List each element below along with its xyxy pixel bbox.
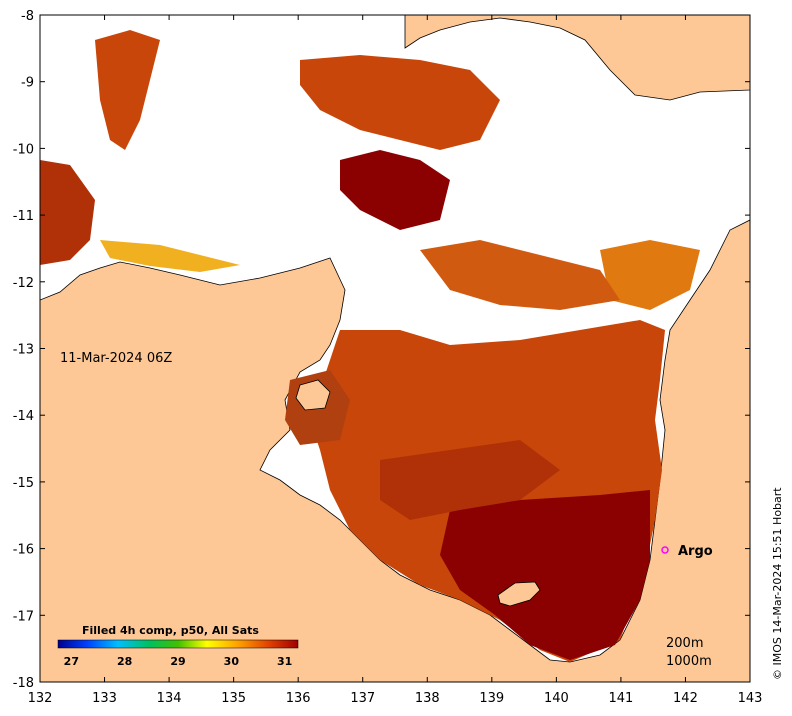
- lon-tick-label: 143: [738, 691, 763, 706]
- lon-tick-label: 138: [415, 691, 440, 706]
- colorbar-tick-label: 31: [277, 655, 292, 668]
- lat-tick-label: -12: [13, 276, 34, 291]
- argo-marker[interactable]: [661, 546, 669, 554]
- colorbar-scale: [57, 639, 299, 649]
- date-label: 11-Mar-2024 06Z: [60, 351, 172, 366]
- map-plot-area: [40, 15, 750, 682]
- lat-tick-label: -17: [13, 609, 34, 624]
- lon-tick-label: 136: [286, 691, 311, 706]
- lon-tick-label: 142: [673, 691, 698, 706]
- lon-tick-label: 132: [28, 691, 53, 706]
- lon-tick-label: 135: [221, 691, 246, 706]
- colorbar-ticks: 27 28 29 30 31: [64, 655, 293, 668]
- sst-north-patch-3: [95, 30, 160, 150]
- colorbar-tick-label: 30: [224, 655, 240, 668]
- lat-tick-label: -9: [21, 76, 34, 91]
- island-groote: [295, 379, 331, 411]
- lat-tick-label: -8: [21, 9, 34, 24]
- land-new-guinea: [404, 15, 750, 101]
- sst-east-patch: [600, 240, 700, 310]
- lon-tick-label: 139: [479, 691, 504, 706]
- depth-label-1000m: 1000m: [666, 654, 712, 669]
- lon-tick-label: 134: [157, 691, 182, 706]
- lon-tick-label: 141: [608, 691, 633, 706]
- colorbar-title: Filled 4h comp, p50, All Sats: [82, 624, 259, 637]
- lat-tick-label: -16: [13, 543, 34, 558]
- colorbar: Filled 4h comp, p50, All Sats 27 28 29 30 31: [57, 624, 299, 668]
- depth-label-200m: 200m: [666, 636, 703, 651]
- island-mornington: [497, 581, 541, 607]
- colorbar-tick-label: 29: [170, 655, 185, 668]
- sst-north-patch-1: [300, 55, 500, 150]
- credit-text: © IMOS 14-Mar-2024 15:51 Hobart: [771, 487, 784, 680]
- sst-west-patch: [40, 160, 95, 265]
- sst-gulf-mid: [380, 440, 560, 520]
- lat-tick-label: -14: [13, 409, 34, 424]
- sst-center-patch: [420, 240, 620, 310]
- lon-tick-label: 133: [92, 691, 117, 706]
- lat-tick-label: -15: [13, 476, 34, 491]
- colorbar-tick-label: 27: [64, 655, 79, 668]
- lat-axis: -8 -9 -10 -11 -12 -13 -14 -15 -16 -17 -18: [13, 9, 750, 691]
- sst-north-patch-2: [340, 150, 450, 230]
- lat-tick-label: -18: [13, 676, 34, 691]
- argo-label: Argo: [678, 544, 713, 559]
- colorbar-tick-label: 28: [117, 655, 132, 668]
- lon-tick-label: 137: [350, 691, 375, 706]
- lon-tick-label: 140: [544, 691, 569, 706]
- sst-yellow-strip: [100, 240, 240, 272]
- sst-gulf-dark: [440, 490, 650, 660]
- lon-axis: 132 133 134 135 136 137 138 139 140 141 142 143: [28, 15, 763, 706]
- lat-tick-label: -13: [13, 343, 34, 358]
- lat-tick-label: -10: [13, 142, 34, 157]
- lat-tick-label: -11: [13, 209, 34, 224]
